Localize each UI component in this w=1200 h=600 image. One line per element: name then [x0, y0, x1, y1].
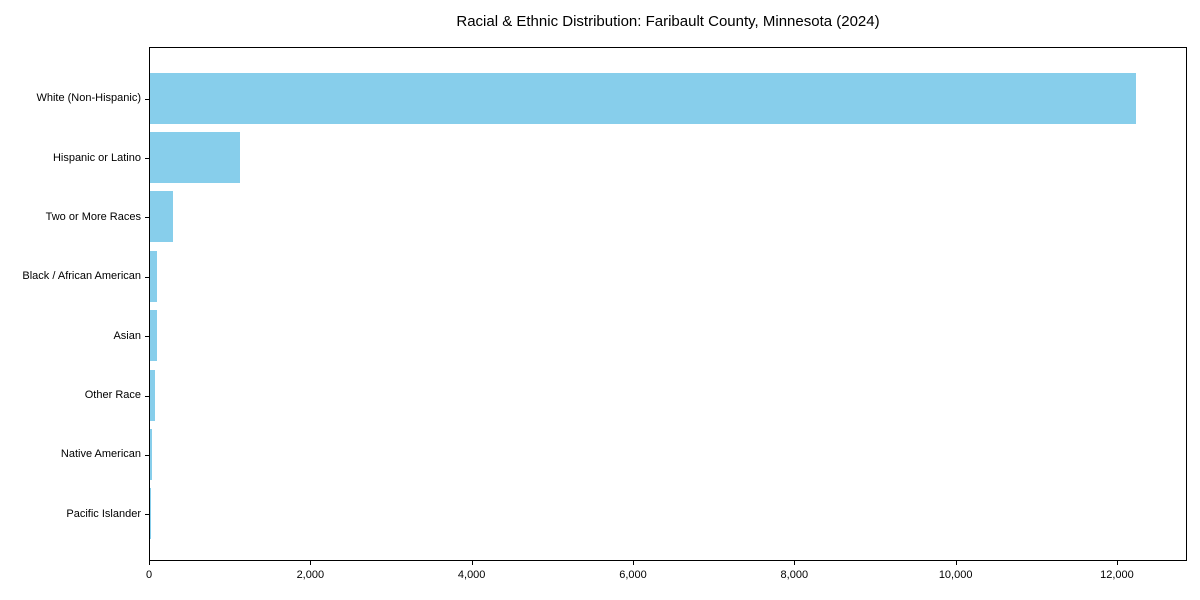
- chart-title: Racial & Ethnic Distribution: Faribault …: [456, 13, 880, 30]
- x-tick-label: 12,000: [1100, 569, 1134, 581]
- x-tick-mark: [632, 561, 634, 565]
- x-tick-label: 10,000: [938, 569, 973, 581]
- y-tick-mark: [145, 98, 149, 100]
- y-axis-label: White (Non-Hispanic): [36, 92, 141, 105]
- plot-area: [149, 47, 1187, 561]
- x-tick-label: 8,000: [780, 569, 809, 581]
- y-tick-mark: [145, 276, 149, 278]
- bar: [150, 250, 158, 302]
- y-axis-label: Hispanic or Latino: [52, 151, 141, 164]
- x-tick-mark: [471, 561, 473, 565]
- x-tick-label: 2,000: [296, 569, 325, 581]
- y-axis-label: Two or More Races: [45, 210, 141, 223]
- bar: [150, 72, 1137, 124]
- x-tick-mark: [310, 561, 312, 565]
- bar: [150, 132, 240, 184]
- y-axis-label: Black / African American: [22, 270, 141, 283]
- y-tick-mark: [145, 217, 149, 219]
- y-axis-label: Pacific Islander: [66, 507, 141, 520]
- y-axis-label: Other Race: [84, 389, 141, 402]
- y-tick-mark: [145, 514, 149, 516]
- y-tick-mark: [145, 158, 149, 160]
- x-tick-label: 6,000: [619, 569, 647, 581]
- y-tick-mark: [145, 454, 149, 456]
- bar: [150, 310, 157, 362]
- y-axis-label: Native American: [60, 448, 141, 461]
- x-tick-mark: [1116, 561, 1118, 565]
- y-tick-mark: [145, 336, 149, 338]
- x-tick-label: 4,000: [457, 569, 486, 581]
- x-tick-mark: [955, 561, 957, 565]
- y-tick-mark: [145, 395, 149, 397]
- y-axis-label: Asian: [113, 329, 141, 342]
- bar: [150, 428, 152, 480]
- bar: [150, 369, 155, 421]
- x-tick-mark: [794, 561, 796, 565]
- x-tick-mark: [149, 561, 150, 565]
- bar: [150, 191, 173, 243]
- x-tick-label: 0: [145, 569, 153, 581]
